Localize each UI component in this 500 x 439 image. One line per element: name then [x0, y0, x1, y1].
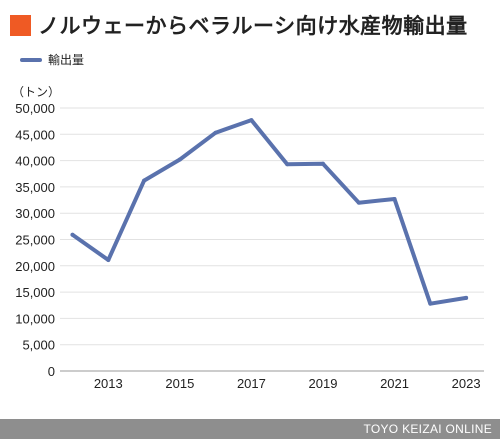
data-point	[356, 200, 361, 205]
x-tick-label: 2019	[309, 376, 338, 391]
y-tick-label: 5,000	[22, 338, 55, 353]
x-tick-label: 2015	[165, 376, 194, 391]
x-tick-label: 2023	[452, 376, 481, 391]
legend-swatch	[20, 57, 42, 62]
data-point	[392, 196, 397, 201]
x-tick-label: 2013	[94, 376, 123, 391]
data-point	[464, 295, 469, 300]
data-point	[249, 118, 254, 123]
x-tick-label: 2021	[380, 376, 409, 391]
y-tick-label: 20,000	[15, 259, 55, 274]
chart-title-bar: ノルウェーからベラルーシ向け水産物輸出量	[10, 12, 468, 38]
y-tick-label: 40,000	[15, 154, 55, 169]
chart-legend: 輸出量	[20, 51, 84, 68]
y-tick-label: 0	[48, 364, 55, 379]
data-point	[285, 162, 290, 167]
data-point	[70, 232, 75, 237]
data-point	[142, 178, 147, 183]
y-tick-label: 15,000	[15, 285, 55, 300]
y-axis-unit: （トン）	[12, 85, 61, 99]
line-chart: 0 5,000 10,000 15,000 20,000 25,000 30,000 35,0…	[15, 101, 484, 391]
title-accent-square	[10, 14, 31, 36]
footer-credit: TOYO KEIZAI ONLINE	[0, 419, 500, 439]
y-tick-label: 30,000	[15, 206, 55, 221]
data-point	[213, 130, 218, 135]
series-line-export-volume	[70, 118, 469, 306]
y-tick-label: 50,000	[15, 101, 55, 116]
data-point	[106, 258, 111, 263]
data-point	[177, 157, 182, 162]
y-tick-label: 10,000	[15, 311, 55, 326]
y-tick-label: 25,000	[15, 233, 55, 248]
data-point	[320, 161, 325, 166]
legend-label: 輸出量	[48, 53, 85, 67]
data-point	[428, 301, 433, 306]
y-tick-label: 45,000	[15, 127, 55, 142]
chart-title: ノルウェーからベラルーシ向け水産物輸出量	[38, 14, 468, 38]
x-tick-label: 2017	[237, 376, 266, 391]
y-tick-label: 35,000	[15, 180, 55, 195]
